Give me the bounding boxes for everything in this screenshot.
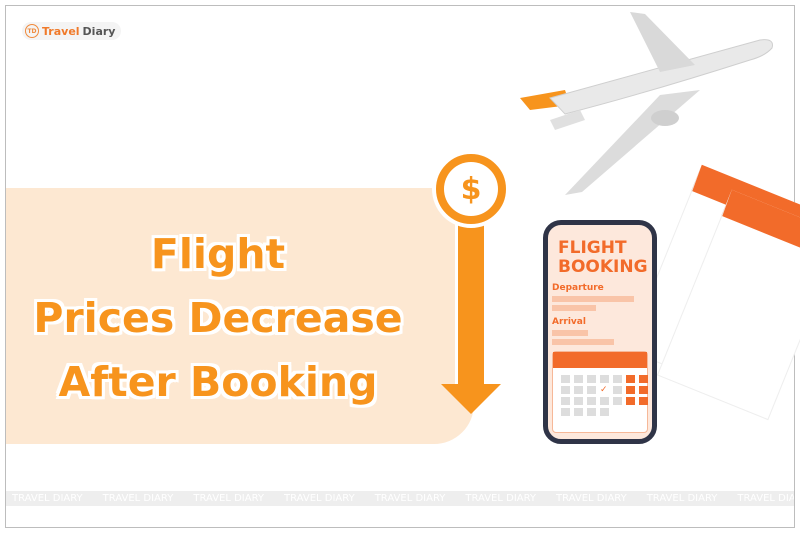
headline-band [6,188,474,444]
watermark: TRAVEL DIARY [465,493,537,504]
logo: TD Travel Diary [22,22,122,40]
airplane-icon [520,12,773,195]
headline-line-2: Prices Decrease [33,294,403,342]
phone-title-1: FLIGHT [558,238,627,258]
departure-label: Departure [552,283,604,293]
headline: Flight Prices Decrease After Booking [6,222,430,414]
watermark-strip: TRAVEL DIARY TRAVEL DIARY TRAVEL DIARY T… [6,491,794,506]
watermark: TRAVEL DIARY [737,493,794,504]
watermark: TRAVEL DIARY [102,493,174,504]
down-arrow-icon [441,384,501,414]
arrival-label: Arrival [552,317,586,327]
phone-title-2: BOOKING [558,257,648,277]
dollar-coin-icon: $ [432,150,510,228]
headline-line-3: After Booking [58,358,378,406]
placeholder-bar [552,296,634,302]
headline-line-1: Flight [150,230,286,278]
watermark: TRAVEL DIARY [374,493,446,504]
logo-word-diary: Diary [82,24,116,38]
placeholder-bar [552,339,614,345]
phone-illustration: FLIGHT BOOKING Departure Arrival ✓ [543,220,657,444]
placeholder-bar [552,305,596,311]
watermark: TRAVEL DIARY [556,493,627,504]
down-arrow-shaft [455,222,487,386]
watermark: TRAVEL DIARY [12,493,83,504]
dollar-symbol: $ [444,162,498,216]
watermark: TRAVEL DIARY [193,493,265,504]
calendar-icon: ✓ [552,351,648,433]
placeholder-bar [552,330,588,336]
logo-word-travel: Travel [42,24,80,38]
logo-mark: TD [25,24,39,38]
watermark: TRAVEL DIARY [284,493,355,504]
watermark: TRAVEL DIARY [646,493,718,504]
